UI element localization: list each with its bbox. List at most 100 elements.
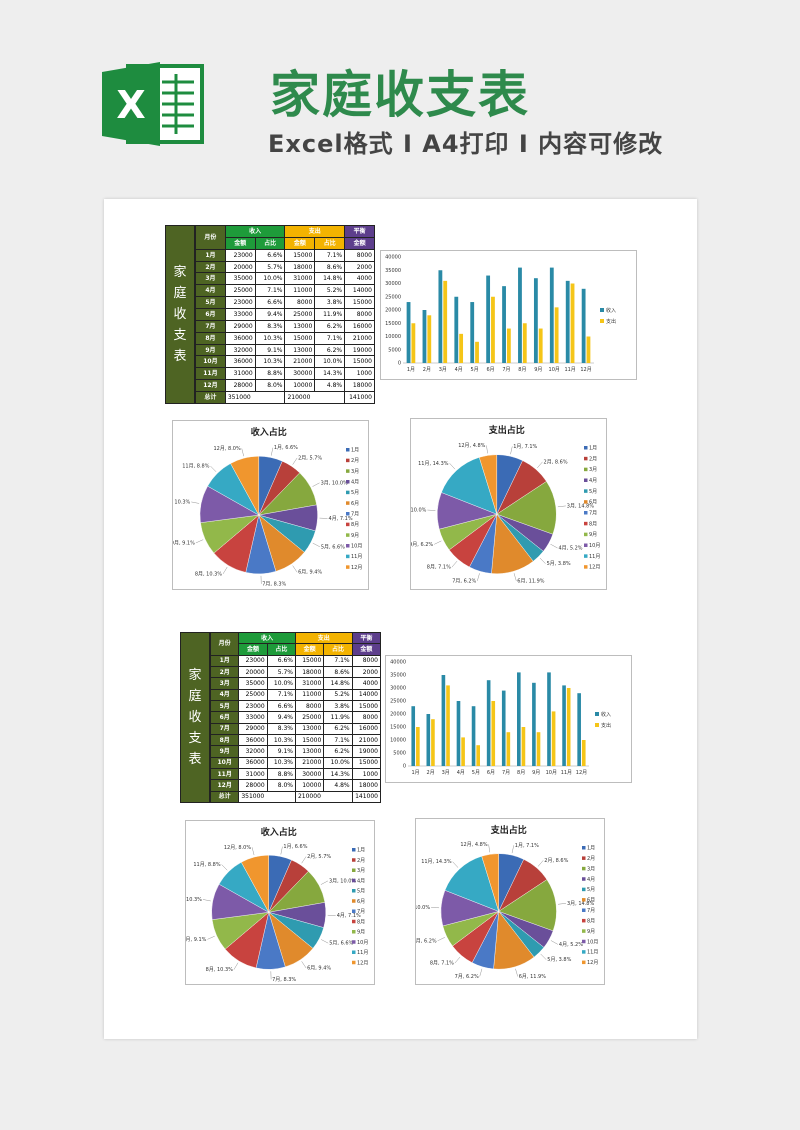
balance-cell[interactable]: 19000 [351, 745, 382, 758]
expense-ratio-cell[interactable]: 6.2% [323, 722, 353, 735]
month-cell[interactable]: 8月 [195, 331, 226, 345]
expense-ratio-cell[interactable]: 5.2% [314, 284, 346, 298]
expense-amount-cell[interactable]: 13000 [284, 343, 316, 357]
income-ratio-cell[interactable]: 6.6% [266, 699, 296, 713]
month-cell[interactable]: 2月 [195, 260, 226, 274]
month-cell[interactable]: 10月 [195, 355, 226, 369]
expense-ratio-cell[interactable]: 14.3% [323, 767, 353, 781]
month-cell[interactable]: 10月 [209, 756, 240, 769]
expense-ratio-cell[interactable]: 8.6% [314, 260, 346, 274]
balance-cell[interactable]: 15000 [351, 756, 382, 769]
balance-cell[interactable]: 2000 [344, 260, 375, 274]
balance-cell[interactable]: 8000 [351, 654, 382, 667]
month-cell[interactable]: 4月 [209, 688, 240, 701]
income-amount-cell[interactable]: 35000 [238, 677, 268, 690]
income-amount-cell[interactable]: 20000 [238, 665, 268, 679]
total-balance-cell[interactable]: 141000 [351, 790, 382, 804]
month-cell[interactable]: 7月 [195, 319, 226, 333]
balance-cell[interactable]: 4000 [344, 272, 375, 286]
income-amount-cell[interactable]: 35000 [224, 272, 256, 286]
expense-amount-cell[interactable]: 30000 [284, 367, 316, 381]
expense-ratio-cell[interactable]: 7.1% [323, 733, 353, 747]
income-amount-cell[interactable]: 23000 [224, 248, 256, 262]
income-ratio-cell[interactable]: 10.3% [254, 331, 286, 345]
expense-amount-cell[interactable]: 15000 [284, 248, 316, 262]
total-income-cell[interactable]: 351000 [238, 790, 296, 804]
income-ratio-cell[interactable]: 8.8% [266, 767, 296, 781]
expense-amount-cell[interactable]: 8000 [284, 296, 316, 310]
income-ratio-cell[interactable]: 8.0% [266, 779, 296, 792]
expense-amount-cell[interactable]: 11000 [294, 688, 325, 701]
balance-cell[interactable]: 16000 [351, 722, 382, 735]
balance-cell[interactable]: 18000 [344, 379, 375, 393]
month-cell[interactable]: 6月 [209, 711, 240, 724]
expense-ratio-cell[interactable]: 6.2% [323, 745, 353, 758]
balance-cell[interactable]: 8000 [351, 711, 382, 724]
balance-cell[interactable]: 8000 [344, 248, 375, 262]
expense-amount-cell[interactable]: 25000 [284, 308, 316, 321]
balance-cell[interactable]: 4000 [351, 677, 382, 690]
expense-ratio-cell[interactable]: 4.8% [323, 779, 353, 792]
expense-amount-cell[interactable]: 30000 [294, 767, 325, 781]
income-ratio-cell[interactable]: 9.4% [254, 308, 286, 321]
income-amount-cell[interactable]: 23000 [224, 296, 256, 310]
expense-ratio-cell[interactable]: 14.3% [314, 367, 346, 381]
month-cell[interactable]: 9月 [195, 343, 226, 357]
expense-ratio-cell[interactable]: 10.0% [323, 756, 353, 769]
income-ratio-cell[interactable]: 10.3% [266, 733, 296, 747]
income-amount-cell[interactable]: 28000 [238, 779, 268, 792]
expense-amount-cell[interactable]: 13000 [284, 319, 316, 333]
month-cell[interactable]: 2月 [209, 665, 240, 679]
balance-cell[interactable]: 14000 [351, 688, 382, 701]
income-ratio-cell[interactable]: 9.4% [266, 711, 296, 724]
income-amount-cell[interactable]: 31000 [238, 767, 268, 781]
expense-ratio-cell[interactable]: 8.6% [323, 665, 353, 679]
income-amount-cell[interactable]: 36000 [224, 355, 256, 369]
expense-amount-cell[interactable]: 18000 [284, 260, 316, 274]
expense-ratio-cell[interactable]: 10.0% [314, 355, 346, 369]
expense-ratio-cell[interactable]: 7.1% [323, 654, 353, 667]
month-cell[interactable]: 7月 [209, 722, 240, 735]
income-amount-cell[interactable]: 31000 [224, 367, 256, 381]
expense-amount-cell[interactable]: 13000 [294, 722, 325, 735]
expense-amount-cell[interactable]: 21000 [284, 355, 316, 369]
expense-amount-cell[interactable]: 11000 [284, 284, 316, 298]
income-ratio-cell[interactable]: 6.6% [266, 654, 296, 667]
income-amount-cell[interactable]: 32000 [224, 343, 256, 357]
income-amount-cell[interactable]: 25000 [238, 688, 268, 701]
month-cell[interactable]: 4月 [195, 284, 226, 298]
expense-ratio-cell[interactable]: 14.8% [314, 272, 346, 286]
expense-ratio-cell[interactable]: 5.2% [323, 688, 353, 701]
income-ratio-cell[interactable]: 5.7% [266, 665, 296, 679]
month-cell[interactable]: 5月 [209, 699, 240, 713]
balance-cell[interactable]: 18000 [351, 779, 382, 792]
income-amount-cell[interactable]: 32000 [238, 745, 268, 758]
balance-cell[interactable]: 15000 [344, 355, 375, 369]
income-amount-cell[interactable]: 29000 [238, 722, 268, 735]
expense-amount-cell[interactable]: 18000 [294, 665, 325, 679]
total-expense-cell[interactable]: 210000 [284, 391, 346, 404]
expense-amount-cell[interactable]: 21000 [294, 756, 325, 769]
balance-cell[interactable]: 21000 [351, 733, 382, 747]
expense-ratio-cell[interactable]: 4.8% [314, 379, 346, 393]
income-ratio-cell[interactable]: 9.1% [254, 343, 286, 357]
expense-amount-cell[interactable]: 15000 [294, 654, 325, 667]
income-amount-cell[interactable]: 29000 [224, 319, 256, 333]
income-amount-cell[interactable]: 36000 [224, 331, 256, 345]
month-cell[interactable]: 9月 [209, 745, 240, 758]
expense-ratio-cell[interactable]: 7.1% [314, 248, 346, 262]
expense-amount-cell[interactable]: 15000 [294, 733, 325, 747]
income-ratio-cell[interactable]: 5.7% [254, 260, 286, 274]
balance-cell[interactable]: 15000 [344, 296, 375, 310]
expense-ratio-cell[interactable]: 11.9% [323, 711, 353, 724]
income-amount-cell[interactable]: 25000 [224, 284, 256, 298]
month-cell[interactable]: 12月 [209, 779, 240, 792]
expense-ratio-cell[interactable]: 3.8% [314, 296, 346, 310]
income-amount-cell[interactable]: 20000 [224, 260, 256, 274]
income-ratio-cell[interactable]: 9.1% [266, 745, 296, 758]
income-ratio-cell[interactable]: 10.0% [266, 677, 296, 690]
income-ratio-cell[interactable]: 6.6% [254, 296, 286, 310]
month-cell[interactable]: 1月 [209, 654, 240, 667]
expense-amount-cell[interactable]: 31000 [284, 272, 316, 286]
month-cell[interactable]: 3月 [209, 677, 240, 690]
